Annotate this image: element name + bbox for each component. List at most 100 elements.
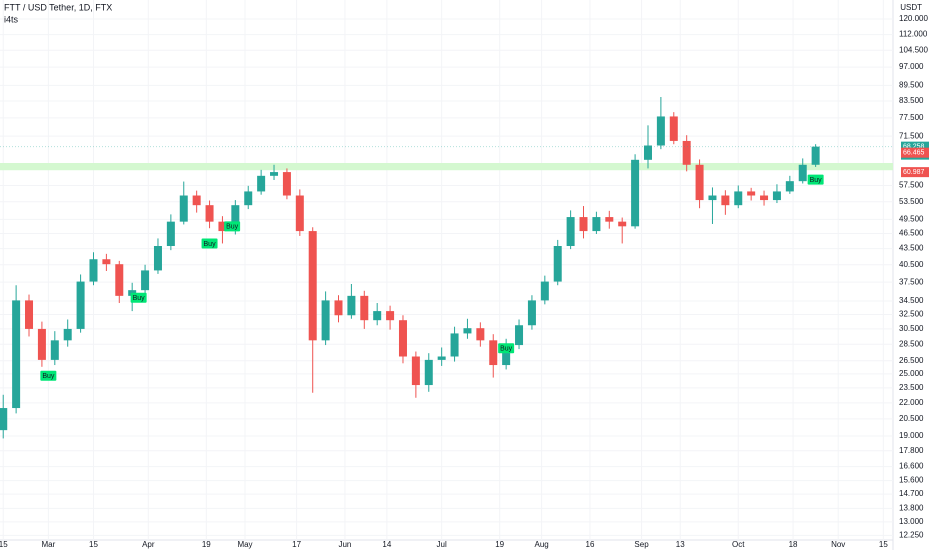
candle-body [411, 356, 420, 386]
candle-body [450, 333, 459, 357]
price-label-box [901, 167, 929, 178]
candle-body [115, 264, 124, 296]
candle-body [12, 300, 21, 409]
buy-label-box [807, 174, 824, 185]
candle-body [489, 340, 498, 366]
candle-body [798, 164, 807, 182]
buy-label-box [40, 370, 57, 381]
buy-label: Buy [42, 373, 55, 380]
x-tick-label: 15 [89, 540, 98, 549]
candle-body [231, 205, 240, 232]
x-tick-label: 16 [586, 540, 595, 549]
price-label: 68.258 [903, 143, 925, 150]
y-tick-label: 30.500 [899, 324, 924, 333]
candle-body [708, 195, 717, 201]
y-tick-label: 34.500 [899, 296, 924, 305]
price-label: 66.465 [903, 150, 925, 157]
x-tick-label: Oct [732, 540, 745, 549]
y-tick-label: 19.000 [899, 431, 924, 440]
candle-body [811, 146, 820, 165]
candle-body [282, 172, 291, 196]
candle-body [553, 246, 562, 282]
candle-body [50, 340, 59, 360]
x-tick-label: 19 [495, 540, 504, 549]
y-tick-label: 12.250 [899, 530, 924, 539]
y-tick-label: 40.500 [899, 260, 924, 269]
candle-body [527, 300, 536, 326]
candle-body [386, 311, 395, 321]
y-tick-label: 32.500 [899, 310, 924, 319]
candle-body [476, 328, 485, 341]
y-tick-label: 23.500 [899, 383, 924, 392]
candle-body [153, 246, 162, 271]
candle-body [437, 356, 446, 360]
x-tick-label: May [237, 540, 252, 549]
candle-body [734, 191, 743, 206]
buy-label: Buy [133, 295, 146, 302]
y-tick-label: 26.500 [899, 356, 924, 365]
candle-body [579, 217, 588, 232]
y-tick-label: 46.500 [899, 229, 924, 238]
y-tick-label: 49.500 [899, 214, 924, 223]
candle-body [721, 195, 730, 206]
y-tick-label: 13.000 [899, 517, 924, 526]
candle-body [682, 140, 691, 165]
candle-body [347, 295, 356, 316]
candle-body [373, 311, 382, 321]
y-tick-label: 53.500 [899, 197, 924, 206]
y-tick-label: 83.500 [899, 96, 924, 105]
zone [0, 162, 893, 171]
candle-body [785, 181, 794, 192]
candle-body [218, 221, 227, 232]
x-tick-label: Sep [634, 540, 649, 549]
x-tick-label: Aug [534, 540, 548, 549]
grid [0, 0, 893, 540]
candle-body [244, 191, 253, 206]
y-tick-label: 71.500 [899, 131, 924, 140]
candle-body [76, 281, 85, 329]
candle-body [592, 217, 601, 232]
candle-body [179, 195, 188, 222]
candle-body [166, 221, 175, 247]
axes: 120.000 112.000 104.500 97.000 89.500 83.500 7… [0, 14, 929, 549]
candle-body [63, 328, 72, 341]
candle-body [618, 221, 627, 227]
candle-body [656, 116, 665, 146]
candle-body [463, 328, 472, 334]
candle-body [205, 205, 214, 222]
candle-body [0, 408, 8, 431]
candle-body [89, 259, 98, 282]
buy-label-box [224, 221, 241, 232]
candle-body [760, 195, 769, 201]
buy-label: Buy [226, 224, 239, 231]
y-tick-label: 43.500 [899, 244, 924, 253]
candle-body [398, 320, 407, 357]
candle-body [102, 259, 111, 265]
zones [0, 162, 893, 171]
candle-body [321, 300, 330, 341]
candle-body [747, 191, 756, 196]
candle-body [308, 231, 317, 341]
price-label: 60.987 [903, 169, 925, 176]
y-tick-label: 77.500 [899, 113, 924, 122]
y-tick-label: 57.500 [899, 181, 924, 190]
x-tick-label: Jul [437, 540, 447, 549]
candle-body [605, 217, 614, 222]
candle-body [37, 328, 46, 360]
chart-title: FTT / USD Tether, 1D, FTX [4, 2, 112, 12]
x-tick-label: 15 [0, 540, 8, 549]
buy-label-box [130, 292, 147, 303]
annotations: Buy Buy Buy Buy Buy Buy [40, 174, 824, 381]
y-tick-label: 14.700 [899, 489, 924, 498]
currency: USDT [900, 3, 922, 12]
candle-body [540, 281, 549, 301]
buy-label: Buy [204, 241, 217, 248]
y-tick-label: 112.000 [899, 30, 928, 39]
x-tick-label: 19 [202, 540, 211, 549]
y-tick-label: 28.500 [899, 339, 924, 348]
candle-body [360, 295, 369, 321]
candle-body [295, 195, 304, 232]
y-tick-label: 15.600 [899, 476, 924, 485]
x-tick-label: 15 [879, 540, 888, 549]
